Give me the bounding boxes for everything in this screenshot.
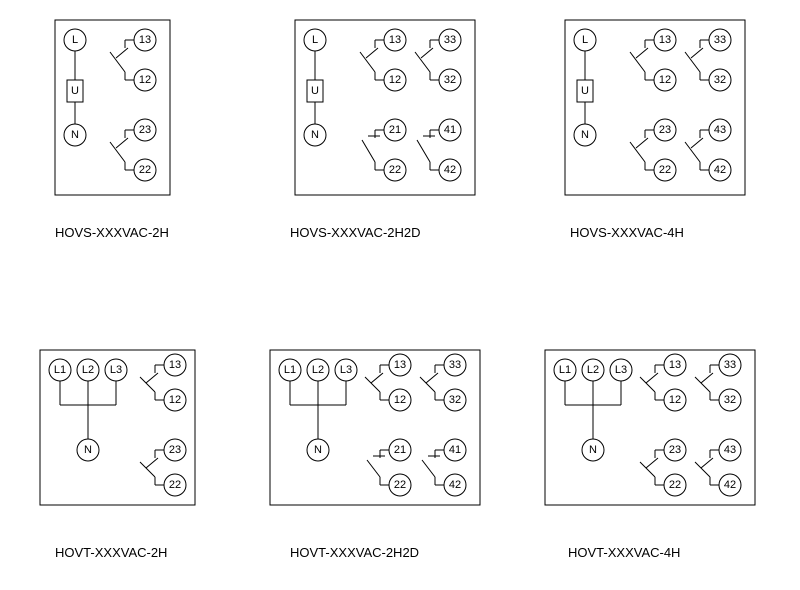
svg-text:33: 33 [714, 34, 726, 46]
svg-text:33: 33 [444, 34, 456, 46]
svg-text:22: 22 [659, 164, 671, 176]
svg-text:N: N [314, 444, 322, 456]
svg-text:32: 32 [444, 74, 456, 86]
svg-text:13: 13 [669, 359, 681, 371]
diagram-title: HOVT-XXXVAC-4H [568, 545, 680, 560]
svg-text:21: 21 [394, 444, 406, 456]
diagram-title: HOVT-XXXVAC-2H2D [290, 545, 419, 560]
svg-text:N: N [311, 129, 319, 141]
svg-text:33: 33 [724, 359, 736, 371]
svg-text:22: 22 [139, 164, 151, 176]
svg-text:41: 41 [449, 444, 461, 456]
svg-text:13: 13 [659, 34, 671, 46]
svg-text:N: N [581, 129, 589, 141]
svg-text:13: 13 [139, 34, 151, 46]
svg-text:L: L [72, 34, 78, 46]
svg-text:22: 22 [394, 479, 406, 491]
svg-text:L2: L2 [82, 364, 94, 376]
svg-text:23: 23 [139, 124, 151, 136]
svg-text:12: 12 [389, 74, 401, 86]
diagram-title: HOVS-XXXVAC-4H [570, 225, 684, 240]
diagram-title: HOVS-XXXVAC-2H2D [290, 225, 421, 240]
diagram-title: HOVS-XXXVAC-2H [55, 225, 169, 240]
svg-text:21: 21 [389, 124, 401, 136]
svg-text:22: 22 [669, 479, 681, 491]
svg-text:L3: L3 [340, 364, 352, 376]
svg-text:32: 32 [714, 74, 726, 86]
svg-text:42: 42 [724, 479, 736, 491]
svg-text:13: 13 [394, 359, 406, 371]
diagram-container: L U N 13 12 23 22 L U N 13 12 21 22 33 32 41 42 L U N 13 12 23 2… [0, 0, 800, 590]
svg-text:13: 13 [169, 359, 181, 371]
svg-text:12: 12 [169, 394, 181, 406]
svg-text:23: 23 [669, 444, 681, 456]
svg-text:12: 12 [669, 394, 681, 406]
svg-text:22: 22 [169, 479, 181, 491]
svg-text:43: 43 [724, 444, 736, 456]
svg-text:U: U [311, 85, 319, 97]
svg-text:42: 42 [444, 164, 456, 176]
svg-text:N: N [84, 444, 92, 456]
svg-text:L2: L2 [587, 364, 599, 376]
svg-text:32: 32 [724, 394, 736, 406]
diagram-title: HOVT-XXXVAC-2H [55, 545, 167, 560]
svg-text:13: 13 [389, 34, 401, 46]
svg-text:L1: L1 [559, 364, 571, 376]
schematic-svg: L U N 13 12 23 22 L U N 13 12 21 22 33 32 41 42 L U N 13 12 23 2… [0, 0, 800, 590]
svg-text:12: 12 [659, 74, 671, 86]
svg-text:23: 23 [169, 444, 181, 456]
svg-text:U: U [581, 85, 589, 97]
svg-text:12: 12 [394, 394, 406, 406]
svg-text:L2: L2 [312, 364, 324, 376]
svg-text:32: 32 [449, 394, 461, 406]
svg-text:42: 42 [714, 164, 726, 176]
svg-text:L3: L3 [110, 364, 122, 376]
svg-text:U: U [71, 85, 79, 97]
svg-text:43: 43 [714, 124, 726, 136]
svg-text:N: N [71, 129, 79, 141]
svg-text:L: L [582, 34, 588, 46]
svg-text:33: 33 [449, 359, 461, 371]
svg-text:L: L [312, 34, 318, 46]
svg-text:L1: L1 [284, 364, 296, 376]
svg-text:12: 12 [139, 74, 151, 86]
svg-text:L1: L1 [54, 364, 66, 376]
svg-text:L3: L3 [615, 364, 627, 376]
svg-text:23: 23 [659, 124, 671, 136]
svg-text:42: 42 [449, 479, 461, 491]
svg-text:N: N [589, 444, 597, 456]
svg-text:41: 41 [444, 124, 456, 136]
svg-text:22: 22 [389, 164, 401, 176]
